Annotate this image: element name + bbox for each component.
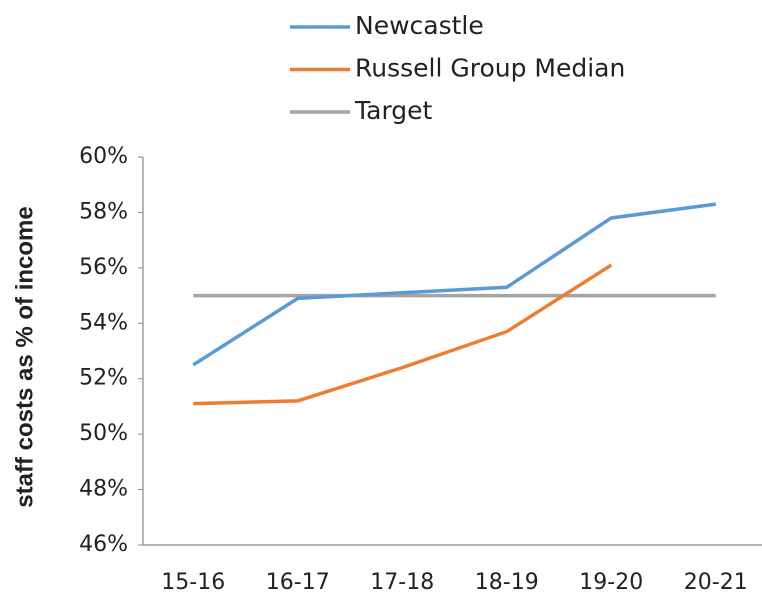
- y-tick-label: 58%: [79, 199, 128, 224]
- series-line: [193, 263, 613, 406]
- legend-label: Russell Group Median: [355, 54, 625, 83]
- y-tick-label: 50%: [79, 421, 128, 446]
- x-tick-label: 19-20: [579, 570, 643, 595]
- legend-label: Target: [354, 96, 433, 125]
- x-tick-label: 17-18: [370, 570, 434, 595]
- x-tick-label: 18-19: [475, 570, 539, 595]
- y-tick-label: 56%: [79, 255, 128, 280]
- series-line: [192, 202, 716, 367]
- y-tick-label: 52%: [79, 366, 128, 391]
- x-tick-label: 16-17: [266, 570, 330, 595]
- x-tick-label: 20-21: [684, 570, 748, 595]
- y-tick-label: 48%: [79, 477, 128, 502]
- legend-label: Newcastle: [355, 11, 484, 40]
- y-tick-label: 46%: [79, 532, 128, 557]
- x-tick-label: 15-16: [161, 570, 225, 595]
- y-tick-label: 60%: [79, 144, 128, 169]
- y-tick-label: 54%: [79, 310, 128, 335]
- y-axis-label: staff costs as % of income: [11, 206, 38, 507]
